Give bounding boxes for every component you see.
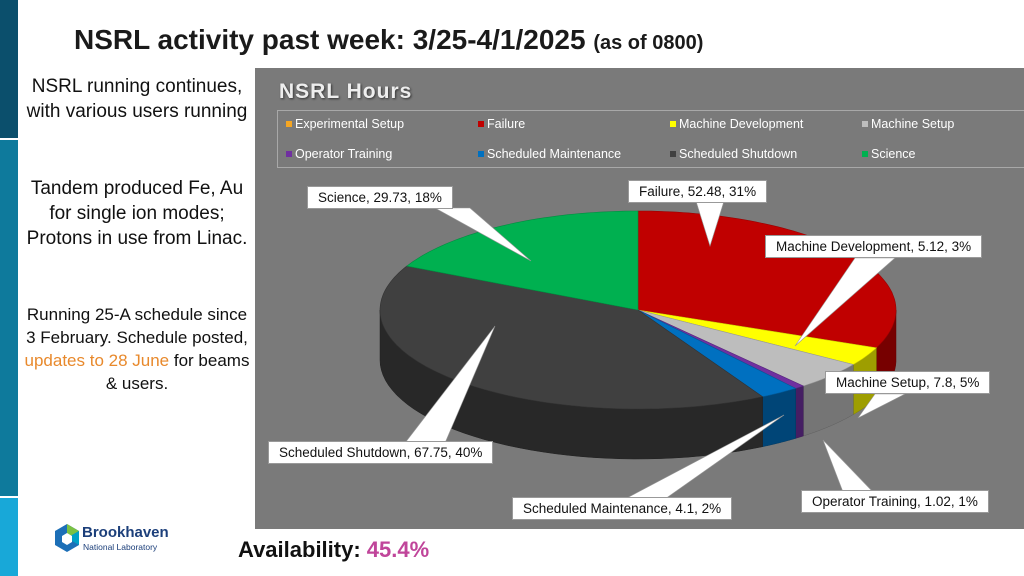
pie-slice-scheduled-maintenance[interactable] [637,309,797,398]
chart-legend: Experimental Setup Failure Machine Develop… [277,110,1024,168]
availability: Availability: 45.4% [238,537,429,563]
accent-bar-middle [0,140,18,496]
accent-bar-bottom [0,498,18,576]
brookhaven-logo: Brookhaven National Laboratory [54,523,169,558]
data-label-operator-training: Operator Training, 1.02, 1% [801,490,989,513]
legend-label: Operator Training [295,147,393,161]
legend-swatch [286,151,292,157]
pie-slice-machine-development[interactable] [637,309,878,365]
callout-pointer [857,393,906,419]
legend-label: Experimental Setup [295,117,405,131]
legend-item-machine-setup: Machine Setup [862,117,954,131]
legend-swatch [862,151,868,157]
callout-pointer [822,439,874,493]
data-label-science: Science, 29.73, 18% [307,186,453,209]
slide-title-suffix: (as of 0800) [593,32,704,54]
chart-panel: NSRL Hours Experimental Setup Failure Mach… [255,68,1024,529]
pie-side-operator-training [795,385,804,439]
slide-title: NSRL activity past week: 3/25-4/1/2025 (… [74,24,703,56]
legend-swatch [478,151,484,157]
legend-item-machine-development: Machine Development [670,117,803,131]
legend-item-scheduled-shutdown: Scheduled Shutdown [670,147,797,161]
paragraph-tandem: Tandem produced Fe, Au for single ion mo… [26,178,248,249]
legend-swatch [478,121,484,127]
legend-label: Failure [487,117,526,131]
brookhaven-hexagon-icon [55,524,79,552]
data-label-scheduled-shutdown: Scheduled Shutdown, 67.75, 40% [268,441,494,464]
legend-swatch [670,121,676,127]
legend-swatch [862,121,868,127]
legend-item-science: Science [862,147,915,161]
schedule-updates-link[interactable]: updates to 28 June [24,351,170,370]
legend-label: Scheduled Maintenance [487,147,622,161]
legend-label: Machine Setup [871,117,955,131]
slide-title-main: NSRL activity past week: 3/25-4/1/2025 [74,24,586,55]
data-label-scheduled-maintenance: Scheduled Maintenance, 4.1, 2% [512,497,733,520]
data-label-machine-development: Machine Development, 5.12, 3% [765,235,983,258]
legend-item-failure: Failure [478,117,525,131]
legend-label: Science [871,147,916,161]
data-label-machine-setup: Machine Setup, 7.8, 5% [825,371,991,394]
legend-item-experimental-setup: Experimental Setup [286,117,404,131]
legend-label: Scheduled Shutdown [679,147,798,161]
accent-bar-top [0,0,18,138]
chart-title: NSRL Hours [279,80,413,103]
legend-swatch [286,121,292,127]
legend-item-operator-training: Operator Training [286,147,392,161]
callout-pointer [794,257,896,347]
availability-value: 45.4% [366,537,430,562]
data-label-failure: Failure, 52.48, 31% [628,180,768,203]
paragraph-running: NSRL running continues, with various use… [26,76,248,122]
logo-subtitle: National Laboratory [83,542,158,552]
availability-label: Availability: [238,537,361,562]
legend-item-scheduled-maintenance: Scheduled Maintenance [478,147,621,161]
logo-name: Brookhaven [82,524,169,541]
schedule-text-b: for beams & users. [105,351,250,393]
pie-slice-operator-training[interactable] [637,309,805,389]
legend-label: Machine Development [679,117,804,131]
callout-pointers [404,197,906,500]
legend-swatch [670,151,676,157]
pie-slice-science[interactable] [405,210,639,311]
paragraph-schedule: Running 25-A schedule since 3 February. … [24,303,250,395]
schedule-text-a: Running 25-A schedule since 3 February. … [26,305,248,347]
